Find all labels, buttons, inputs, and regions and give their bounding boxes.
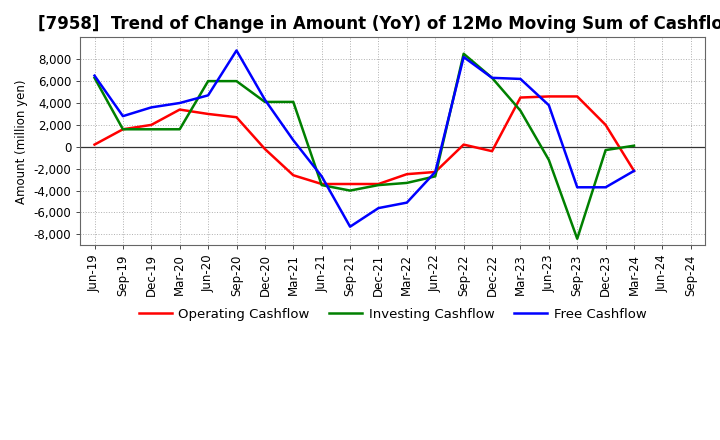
Free Cashflow (487, 75, 496, 81)
Investing Cashflow (516, 108, 525, 114)
Line: Free Cashflow: Free Cashflow (94, 51, 634, 227)
Investing Cashflow (232, 78, 240, 84)
Operating Cashflow (232, 114, 240, 120)
Investing Cashflow (119, 127, 127, 132)
Investing Cashflow (289, 99, 297, 105)
Operating Cashflow (374, 181, 383, 187)
Legend: Operating Cashflow, Investing Cashflow, Free Cashflow: Operating Cashflow, Investing Cashflow, … (133, 302, 652, 326)
Free Cashflow (516, 76, 525, 81)
Operating Cashflow (90, 142, 99, 147)
Investing Cashflow (601, 147, 610, 153)
Investing Cashflow (459, 51, 468, 56)
Free Cashflow (374, 205, 383, 211)
Free Cashflow (261, 97, 269, 103)
Operating Cashflow (459, 142, 468, 147)
Investing Cashflow (318, 183, 326, 188)
Investing Cashflow (261, 99, 269, 105)
Free Cashflow (119, 114, 127, 119)
Free Cashflow (204, 93, 212, 98)
Operating Cashflow (630, 168, 639, 173)
Operating Cashflow (431, 169, 440, 175)
Free Cashflow (289, 138, 297, 143)
Operating Cashflow (119, 127, 127, 132)
Free Cashflow (176, 100, 184, 106)
Line: Investing Cashflow: Investing Cashflow (94, 54, 634, 239)
Free Cashflow (318, 174, 326, 179)
Investing Cashflow (90, 75, 99, 81)
Operating Cashflow (601, 122, 610, 128)
Investing Cashflow (630, 143, 639, 148)
Free Cashflow (90, 73, 99, 78)
Operating Cashflow (318, 181, 326, 187)
Title: [7958]  Trend of Change in Amount (YoY) of 12Mo Moving Sum of Cashflows: [7958] Trend of Change in Amount (YoY) o… (37, 15, 720, 33)
Free Cashflow (630, 168, 639, 173)
Operating Cashflow (544, 94, 553, 99)
Line: Operating Cashflow: Operating Cashflow (94, 96, 634, 184)
Operating Cashflow (402, 172, 411, 177)
Free Cashflow (601, 185, 610, 190)
Free Cashflow (402, 200, 411, 205)
Y-axis label: Amount (million yen): Amount (million yen) (15, 79, 28, 204)
Operating Cashflow (289, 172, 297, 178)
Free Cashflow (459, 55, 468, 60)
Operating Cashflow (573, 94, 582, 99)
Operating Cashflow (487, 149, 496, 154)
Investing Cashflow (402, 180, 411, 186)
Free Cashflow (147, 105, 156, 110)
Free Cashflow (346, 224, 354, 229)
Operating Cashflow (204, 111, 212, 117)
Operating Cashflow (261, 147, 269, 152)
Operating Cashflow (516, 95, 525, 100)
Investing Cashflow (346, 188, 354, 193)
Investing Cashflow (487, 75, 496, 81)
Investing Cashflow (204, 78, 212, 84)
Operating Cashflow (346, 181, 354, 187)
Operating Cashflow (176, 107, 184, 112)
Investing Cashflow (431, 174, 440, 179)
Free Cashflow (573, 185, 582, 190)
Investing Cashflow (573, 236, 582, 242)
Free Cashflow (431, 169, 440, 175)
Operating Cashflow (147, 122, 156, 128)
Investing Cashflow (544, 157, 553, 162)
Free Cashflow (232, 48, 240, 53)
Investing Cashflow (374, 183, 383, 188)
Free Cashflow (544, 103, 553, 108)
Investing Cashflow (147, 127, 156, 132)
Investing Cashflow (176, 127, 184, 132)
